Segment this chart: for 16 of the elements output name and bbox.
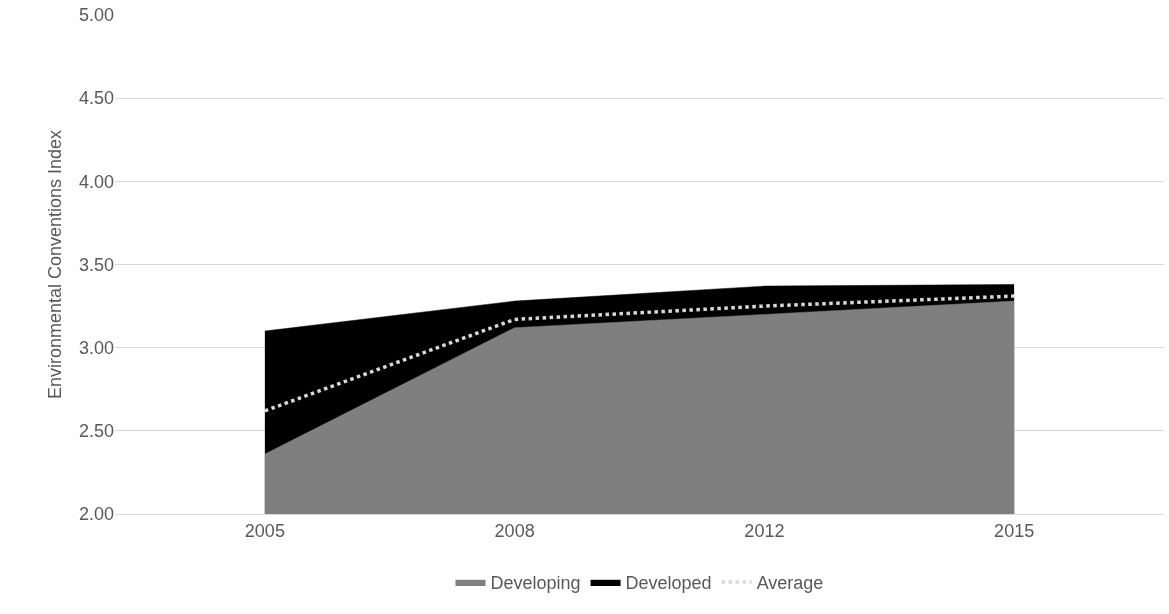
legend-label: Average: [756, 573, 824, 594]
line-series: [263, 294, 1016, 413]
x-tick-label: 2005: [244, 520, 285, 541]
legend-label: Developed: [625, 573, 712, 594]
y-tick-label: 2.00: [78, 504, 114, 525]
y-tick-label: 3.50: [78, 254, 114, 275]
y-tick-label: 2.50: [78, 421, 114, 442]
y-tick-label: 3.00: [78, 337, 114, 358]
legend-label: Developing: [490, 573, 581, 594]
y-tick-label: 4.00: [78, 171, 114, 192]
x-tick-label: 2012: [744, 520, 785, 541]
y-tick-label: 4.50: [78, 88, 114, 109]
y-axis-title: Environmental Conventions Index: [45, 129, 66, 400]
x-tick-label: 2008: [494, 520, 535, 541]
x-tick-label: 2015: [994, 520, 1035, 541]
y-tick-label: 5.00: [78, 5, 114, 26]
